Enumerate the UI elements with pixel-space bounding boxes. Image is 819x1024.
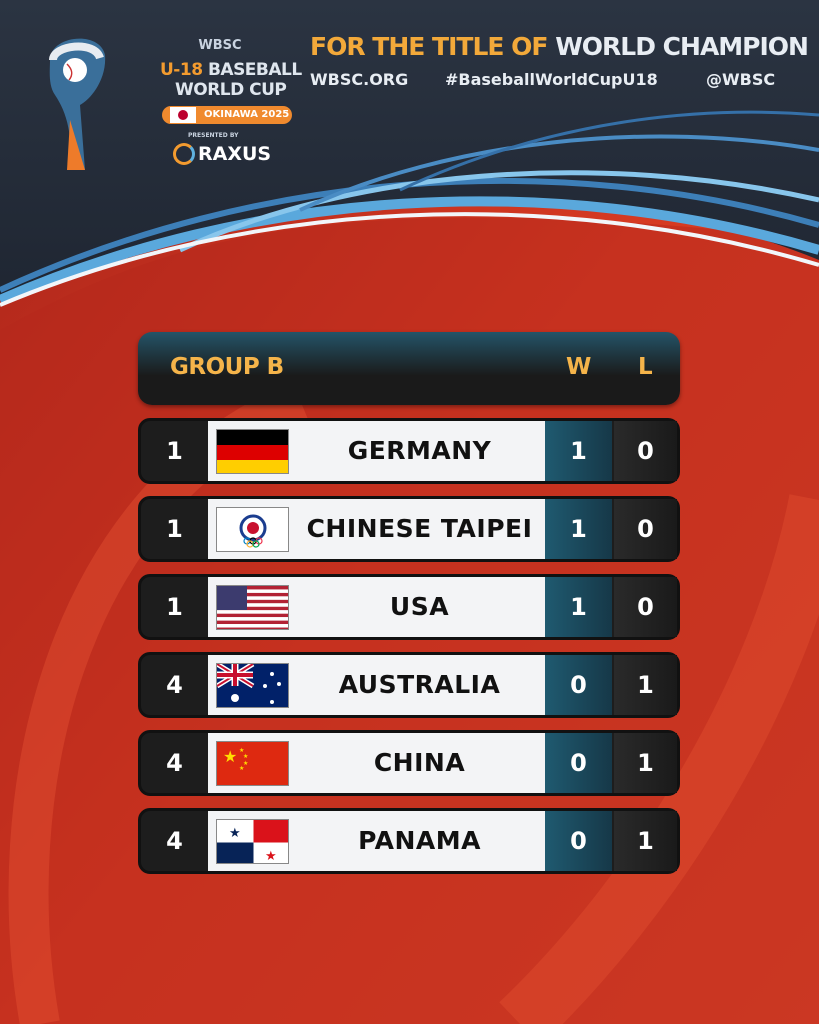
- germany-flag: [216, 429, 289, 474]
- table-row: 4 ★ ★ PANAMA 0 1: [138, 808, 680, 874]
- wbsc-label: WBSC: [198, 38, 242, 53]
- svg-text:★: ★: [223, 747, 237, 766]
- team-name: CHINA: [373, 748, 466, 777]
- hashtag: #BaseballWorldCupU18: [445, 70, 658, 89]
- raxus-logo-icon: [173, 143, 195, 165]
- event-logo: WBSC U-18 BASEBALL WORLD CUP OKINAWA 202…: [40, 30, 302, 180]
- social-handle: @WBSC: [706, 70, 776, 89]
- trophy-glove-icon: [49, 38, 106, 171]
- location-label: OKINAWA 2025: [204, 109, 290, 120]
- tagline: FOR THE TITLE OF WORLD CHAMPION: [310, 32, 809, 61]
- col-losses-header: L: [638, 354, 653, 380]
- location-pill: OKINAWA 2025: [162, 106, 292, 124]
- losses-cell: 0: [614, 499, 677, 559]
- team-cell: ★ ★ PANAMA: [208, 811, 545, 871]
- table-header: GROUP B W L: [138, 332, 680, 405]
- presented-by-label: PRESENTED BY: [188, 132, 239, 139]
- rank-cell: 4: [166, 749, 183, 777]
- team-name: USA: [389, 592, 450, 621]
- chinese-taipei-olympic-flag: [216, 507, 289, 552]
- losses-cell: 1: [614, 655, 677, 715]
- table-row: 4 ★ ★ ★ ★ ★ CHINA 0 1: [138, 730, 680, 796]
- table-row: 1 USA 1 0: [138, 574, 680, 640]
- svg-text:★: ★: [239, 747, 244, 754]
- tagline-part2: WORLD CHAMPION: [555, 32, 809, 61]
- svg-text:★: ★: [265, 849, 277, 864]
- team-cell: ★ ★ ★ ★ ★ CHINA: [208, 733, 545, 793]
- sponsor-label: RAXUS: [198, 143, 272, 165]
- event-title-line1: U-18 BASEBALL: [160, 60, 302, 80]
- svg-text:★: ★: [243, 760, 248, 767]
- event-title-line2: WORLD CUP: [175, 80, 287, 100]
- team-name: AUSTRALIA: [338, 670, 501, 699]
- table-row: 4 AUSTRALIA 0 1: [138, 652, 680, 718]
- team-name: GERMANY: [347, 436, 492, 465]
- tagline-part1: FOR THE TITLE OF: [310, 32, 556, 61]
- u18-label: U-18: [160, 60, 203, 80]
- baseball-label: BASEBALL: [207, 60, 302, 80]
- china-flag: ★ ★ ★ ★ ★: [216, 741, 289, 786]
- usa-flag: [216, 585, 289, 630]
- team-name: CHINESE TAIPEI: [306, 514, 533, 543]
- rank-cell: 1: [166, 437, 183, 465]
- rank-cell: 1: [166, 593, 183, 621]
- wins-cell: 0: [545, 733, 612, 793]
- table-row: 1 CHINESE TAIPEI 1 0: [138, 496, 680, 562]
- team-name: PANAMA: [358, 826, 481, 855]
- table-row: 1 GERMANY 1 0: [138, 418, 680, 484]
- wins-cell: 0: [545, 811, 612, 871]
- rank-cell: 4: [166, 827, 183, 855]
- col-wins-header: W: [566, 354, 591, 380]
- wins-cell: 1: [545, 421, 612, 481]
- panama-flag: ★ ★: [216, 819, 289, 864]
- team-cell: AUSTRALIA: [208, 655, 545, 715]
- losses-cell: 1: [614, 733, 677, 793]
- wins-cell: 1: [545, 577, 612, 637]
- svg-text:★: ★: [243, 753, 248, 760]
- svg-text:★: ★: [229, 826, 241, 841]
- group-title: GROUP B: [170, 354, 284, 380]
- team-cell: CHINESE TAIPEI: [208, 499, 545, 559]
- team-cell: GERMANY: [208, 421, 545, 481]
- rank-cell: 4: [166, 671, 183, 699]
- website-link[interactable]: WBSC.ORG: [310, 70, 409, 89]
- japan-flag: [170, 107, 196, 123]
- losses-cell: 1: [614, 811, 677, 871]
- australia-flag: [216, 663, 289, 708]
- wins-cell: 1: [545, 499, 612, 559]
- rank-cell: 1: [166, 515, 183, 543]
- losses-cell: 0: [614, 577, 677, 637]
- team-cell: USA: [208, 577, 545, 637]
- losses-cell: 0: [614, 421, 677, 481]
- wins-cell: 0: [545, 655, 612, 715]
- svg-text:★: ★: [239, 765, 244, 772]
